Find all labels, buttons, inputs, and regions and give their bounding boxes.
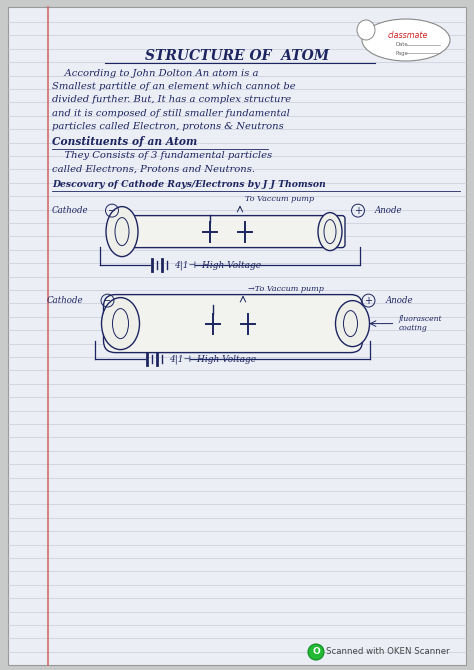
Text: and it is composed of still smaller fundamental: and it is composed of still smaller fund… bbox=[52, 109, 290, 118]
Text: Constituents of an Atom: Constituents of an Atom bbox=[52, 137, 197, 147]
Text: classmate: classmate bbox=[388, 31, 428, 40]
Text: STRUCTURE OF  ATOM: STRUCTURE OF ATOM bbox=[145, 49, 329, 63]
Text: −: − bbox=[103, 295, 111, 306]
Text: Cathode: Cathode bbox=[51, 206, 88, 215]
Ellipse shape bbox=[357, 20, 375, 40]
Circle shape bbox=[308, 644, 324, 660]
Ellipse shape bbox=[318, 212, 342, 251]
Ellipse shape bbox=[362, 19, 450, 61]
FancyBboxPatch shape bbox=[8, 7, 466, 665]
Text: called Electrons, Protons and Neutrons.: called Electrons, Protons and Neutrons. bbox=[52, 164, 255, 174]
Text: Page: Page bbox=[396, 50, 409, 56]
Text: →To Vaccum pump: →To Vaccum pump bbox=[248, 285, 324, 293]
Text: According to John Dolton An atom is a: According to John Dolton An atom is a bbox=[52, 68, 258, 78]
Text: particles called Electron, protons & Neutrons: particles called Electron, protons & Neu… bbox=[52, 122, 284, 131]
Text: They Consists of 3 fundamental particles: They Consists of 3 fundamental particles bbox=[52, 151, 272, 160]
Text: +: + bbox=[354, 206, 362, 216]
Text: Date: Date bbox=[396, 42, 409, 48]
Text: +: + bbox=[365, 295, 373, 306]
Text: Anode: Anode bbox=[375, 206, 402, 215]
Ellipse shape bbox=[344, 311, 357, 336]
Text: −: − bbox=[108, 206, 116, 216]
Ellipse shape bbox=[324, 220, 336, 244]
Text: Descovary of Cathode Rays/Electrons by J J Thomson: Descovary of Cathode Rays/Electrons by J… bbox=[52, 180, 326, 189]
FancyBboxPatch shape bbox=[103, 295, 363, 352]
Text: Cathode: Cathode bbox=[47, 296, 83, 305]
FancyBboxPatch shape bbox=[115, 216, 345, 248]
Ellipse shape bbox=[115, 218, 129, 246]
Text: divided further. But, It has a complex structure: divided further. But, It has a complex s… bbox=[52, 95, 291, 105]
Ellipse shape bbox=[112, 309, 128, 338]
Text: fluorascent
coating: fluorascent coating bbox=[399, 315, 442, 332]
Text: Scanned with OKEN Scanner: Scanned with OKEN Scanner bbox=[326, 647, 450, 657]
Text: Anode: Anode bbox=[385, 296, 413, 305]
Text: O: O bbox=[312, 647, 320, 657]
Ellipse shape bbox=[336, 301, 370, 346]
Text: 4|1⊣  High Voltage: 4|1⊣ High Voltage bbox=[174, 261, 261, 271]
Text: Smallest partitle of an element which cannot be: Smallest partitle of an element which ca… bbox=[52, 82, 296, 91]
Ellipse shape bbox=[101, 297, 139, 350]
Ellipse shape bbox=[106, 206, 138, 257]
Text: 4|1⊣  High Voltage: 4|1⊣ High Voltage bbox=[170, 355, 256, 364]
Text: To Vaccum pump: To Vaccum pump bbox=[245, 194, 314, 202]
